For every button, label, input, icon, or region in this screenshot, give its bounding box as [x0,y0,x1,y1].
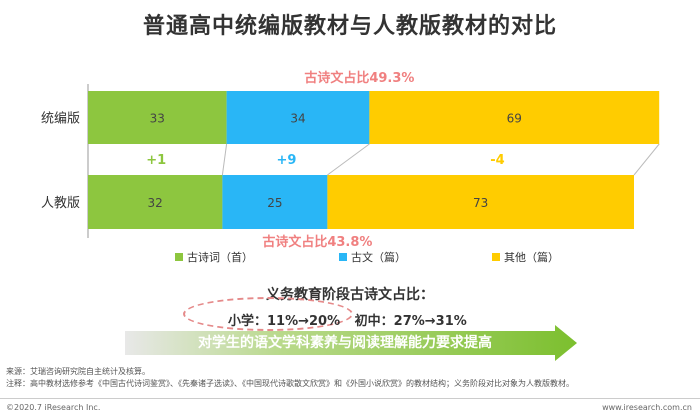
connector-line [327,143,370,176]
legend-item-prose: 古文（篇） [339,249,406,265]
annotation-label: 古诗文占比43.8% [262,234,372,250]
legend-swatch [175,253,183,261]
data-label: 34 [290,112,305,126]
bar-segment [369,91,660,144]
primary-school-ratio: 小学：11%→20% [228,314,341,329]
legend-label: 古文（篇） [351,251,406,264]
category-label: 人教版 [41,195,80,211]
website: www.iresearch.com.cn [602,403,692,412]
data-label: 73 [473,196,488,210]
annotation-label: 古诗文占比49.3% [304,70,414,86]
copyright: ©2020.7 iResearch Inc. [6,403,101,412]
legend-item-poems: 古诗词（首） [175,249,253,265]
legend-swatch [339,253,347,261]
bar-segment [222,175,328,229]
middle-school-ratio: 初中：27%→31% [354,314,467,329]
legend-swatch [492,253,500,261]
bar-segment [226,91,370,144]
data-label: 33 [150,112,165,126]
bar-segment [327,175,634,229]
stacked-bar-chart: 统编版 33 34 69 人教版 32 25 73 +1 +9 -4 古诗文占比49.3% 古诗文占比4… [41,70,660,250]
diff-label: +1 [146,153,166,168]
page-title: 普通高中统编版教材与人教版教材的对比 [142,14,557,39]
notes: 来源：艾瑞咨询研究院自主统计及核算。 注释：高中教材选修参考《中国古代诗词鉴赏》… [6,366,574,390]
footer-divider [0,398,700,399]
ratio-row: 小学：11%→20% 初中：27%→31% [228,310,477,329]
remark-note: 注释：高中教材选修参考《中国古代诗词鉴赏》、《先秦诸子选读》、《中国现代诗歌散文… [6,379,574,388]
legend-label: 其他（篇） [504,251,559,264]
diff-label: -4 [490,153,504,168]
connector-line [633,143,660,176]
data-label: 69 [507,112,522,126]
legend: 古诗词（首） 古文（篇） 其他（篇） [175,249,559,265]
legend-label: 古诗词（首） [187,251,253,264]
highlight-ellipse [183,297,353,331]
legend-item-other: 其他（篇） [492,249,559,265]
connector-line [221,143,228,176]
diff-label: +9 [276,153,296,168]
source-note: 来源：艾瑞咨询研究院自主统计及核算。 [6,367,150,376]
data-label: 32 [148,196,163,210]
arrow-banner [125,325,577,361]
bar-segment [88,175,223,229]
category-label: 统编版 [41,112,80,127]
compulsory-edu-heading: 义务教育阶段古诗文占比： [266,287,434,303]
banner-text: 对学生的语文学科素养与阅读理解能力要求提高 [198,335,492,351]
bar-segment [88,91,227,144]
data-label: 25 [267,196,282,210]
